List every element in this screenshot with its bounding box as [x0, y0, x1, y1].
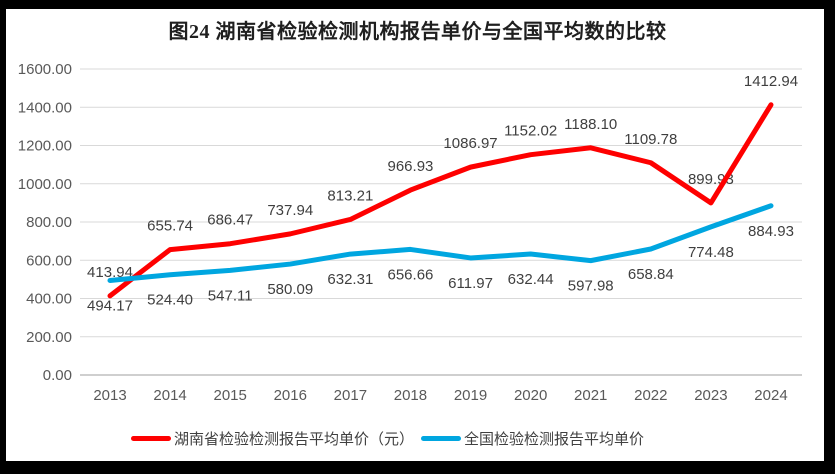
legend-item-national: 全国检验检测报告平均单价 — [421, 428, 644, 449]
data-label: 656.66 — [388, 266, 434, 283]
y-tick-label: 1600.00 — [18, 61, 72, 78]
chart-title: 图24 湖南省检验检测机构报告单价与全国平均数的比较 — [168, 21, 667, 43]
data-label: 1086.97 — [443, 135, 497, 152]
y-tick-label: 1400.00 — [18, 99, 72, 116]
x-tick-label: 2019 — [454, 387, 487, 404]
legend-line-swatch-national — [421, 435, 462, 441]
x-tick-label: 2014 — [153, 387, 186, 404]
y-tick-label: 600.00 — [26, 252, 72, 269]
data-label: 655.74 — [147, 218, 193, 235]
series-line-national — [107, 203, 774, 283]
y-tick-label: 1200.00 — [18, 138, 72, 155]
data-label: 813.21 — [327, 187, 373, 204]
data-label: 580.09 — [267, 281, 313, 298]
y-tick-label: 400.00 — [26, 291, 72, 308]
data-label: 1109.78 — [624, 131, 677, 148]
data-label: 547.11 — [208, 287, 253, 304]
data-label: 966.93 — [388, 158, 434, 175]
data-label: 632.31 — [327, 271, 373, 288]
legend-line-swatch-hunan — [131, 435, 171, 441]
data-label: 774.48 — [688, 244, 734, 261]
data-label: 658.84 — [628, 266, 674, 283]
data-label: 413.94 — [87, 264, 133, 281]
data-label: 597.98 — [568, 278, 614, 295]
y-tick-label: 800.00 — [26, 214, 72, 231]
y-tick-label: 0.00 — [43, 367, 72, 384]
data-label: 1152.02 — [504, 123, 557, 140]
data-label: 737.94 — [267, 202, 313, 219]
data-label: 1188.10 — [564, 116, 617, 133]
legend-label-hunan: 湖南省检验检测报告平均单价（元） — [174, 430, 415, 448]
x-tick-label: 2013 — [93, 387, 126, 404]
data-label: 686.47 — [207, 212, 253, 229]
data-label: 611.97 — [448, 275, 493, 292]
series-line-hunan — [107, 102, 774, 299]
data-label: 1412.94 — [744, 73, 798, 90]
x-tick-label: 2020 — [514, 387, 547, 404]
legend-item-hunan: 湖南省检验检测报告平均单价（元） — [131, 428, 414, 449]
data-label: 884.93 — [748, 223, 794, 240]
y-tick-label: 200.00 — [26, 329, 72, 346]
x-tick-label: 2022 — [634, 387, 667, 404]
data-label: 524.40 — [147, 292, 193, 309]
x-tick-label: 2015 — [213, 387, 246, 404]
x-tick-label: 2021 — [574, 387, 607, 404]
data-label: 632.44 — [508, 271, 554, 288]
x-tick-label: 2018 — [394, 387, 427, 404]
y-tick-label: 1000.00 — [18, 176, 72, 193]
x-tick-label: 2023 — [694, 387, 727, 404]
data-label: 494.17 — [87, 297, 133, 314]
x-tick-label: 2016 — [274, 387, 307, 404]
legend-label-national: 全国检验检测报告平均单价 — [464, 430, 645, 448]
x-tick-label: 2017 — [334, 387, 367, 404]
legend: 湖南省检验检测报告平均单价（元） 全国检验检测报告平均单价 — [131, 428, 644, 448]
x-tick-label: 2024 — [754, 387, 787, 404]
